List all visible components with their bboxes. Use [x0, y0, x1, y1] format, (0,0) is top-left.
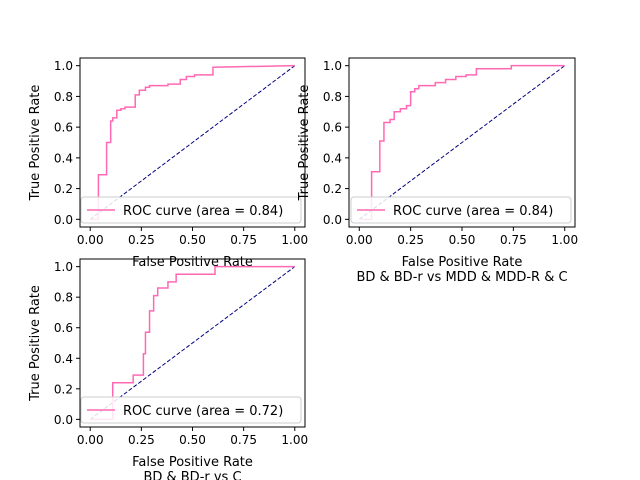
y-axis-label: True Positive Rate — [28, 285, 43, 402]
roc-curve-line — [90, 64, 295, 221]
roc-curve-line — [359, 64, 565, 221]
legend-box — [350, 196, 572, 224]
roc-subplot-1: 0.00 0.25 0.50 0.75 1.00 0.0 0.2 0.4 0.6 0.8 1.0 Tr… — [28, 57, 308, 270]
x-tick-label: 0.50 — [179, 233, 206, 247]
y-tick-label: 0.8 — [54, 291, 73, 305]
x-tick-label: 0.50 — [179, 433, 206, 447]
y-tick-label: 0.0 — [54, 413, 73, 427]
y-tick-label: 1.0 — [54, 59, 73, 73]
y-tick-label: 0.6 — [54, 321, 73, 335]
y-axis-label: True Positive Rate — [28, 85, 43, 202]
y-tick-label: 0.4 — [54, 352, 73, 366]
y-axis-label: True Positive Rate — [297, 85, 312, 202]
y-tick-label: 0.0 — [54, 213, 73, 227]
legend-box — [80, 396, 302, 424]
y-tick-label: 0.2 — [54, 182, 73, 196]
axes-frame — [79, 258, 306, 428]
chance-diagonal-line — [358, 65, 566, 220]
x-tick-label: 0.75 — [230, 233, 257, 247]
x-tick-label: 0.25 — [128, 433, 155, 447]
legend-label: ROC curve (area = 0.84) — [123, 204, 283, 219]
legend-label: ROC curve (area = 0.84) — [393, 204, 553, 219]
x-tick-label: 1.00 — [281, 233, 308, 247]
y-tick-label: 0.8 — [323, 90, 342, 104]
legend: ROC curve (area = 0.84) — [80, 196, 302, 224]
y-tick-label: 0.6 — [323, 121, 342, 135]
x-axis-label: False Positive Rate — [132, 255, 253, 270]
y-tick-label: 0.2 — [54, 382, 73, 396]
legend: ROC curve (area = 0.72) — [80, 396, 302, 424]
roc-curve-line — [90, 265, 295, 421]
chance-diagonal-line — [89, 266, 296, 420]
legend-label: ROC curve (area = 0.72) — [123, 404, 283, 419]
y-tick-label: 0.6 — [54, 121, 73, 135]
subplot-title: BD & BD-r vs C — [143, 470, 241, 480]
x-axis-label: False Positive Rate — [132, 455, 253, 470]
chance-diagonal-line — [89, 65, 296, 220]
y-tick-label: 0.0 — [323, 213, 342, 227]
x-tick-label: 0.75 — [500, 233, 527, 247]
x-tick-label: 0.00 — [77, 233, 104, 247]
legend: ROC curve (area = 0.84) — [350, 196, 572, 224]
x-tick-label: 1.00 — [281, 433, 308, 447]
subplot-title: BD & BD-r vs MDD & MDD-R & C — [356, 270, 567, 285]
x-tick-label: 0.00 — [346, 233, 373, 247]
roc-subplot-3: 0.00 0.25 0.50 0.75 1.00 0.0 0.2 0.4 0.6 0.8 1.0 Tr… — [28, 258, 308, 480]
y-tick-label: 0.4 — [54, 151, 73, 165]
y-tick-label: 0.8 — [54, 90, 73, 104]
y-tick-label: 0.4 — [323, 151, 342, 165]
x-tick-label: 0.25 — [397, 233, 424, 247]
legend-box — [80, 196, 302, 224]
roc-subplot-2: 0.00 0.25 0.50 0.75 1.00 0.0 0.2 0.4 0.6 0.8 1.0 Tr… — [297, 57, 578, 285]
x-tick-label: 0.25 — [128, 233, 155, 247]
x-tick-label: 1.00 — [551, 233, 578, 247]
x-axis-label: False Positive Rate — [402, 255, 523, 270]
y-tick-label: 0.2 — [323, 182, 342, 196]
y-tick-label: 1.0 — [54, 260, 73, 274]
axes-frame — [348, 57, 576, 228]
x-tick-label: 0.75 — [230, 433, 257, 447]
x-tick-label: 0.50 — [449, 233, 476, 247]
axes-frame — [79, 57, 306, 228]
y-tick-label: 1.0 — [323, 59, 342, 73]
x-tick-label: 0.00 — [77, 433, 104, 447]
